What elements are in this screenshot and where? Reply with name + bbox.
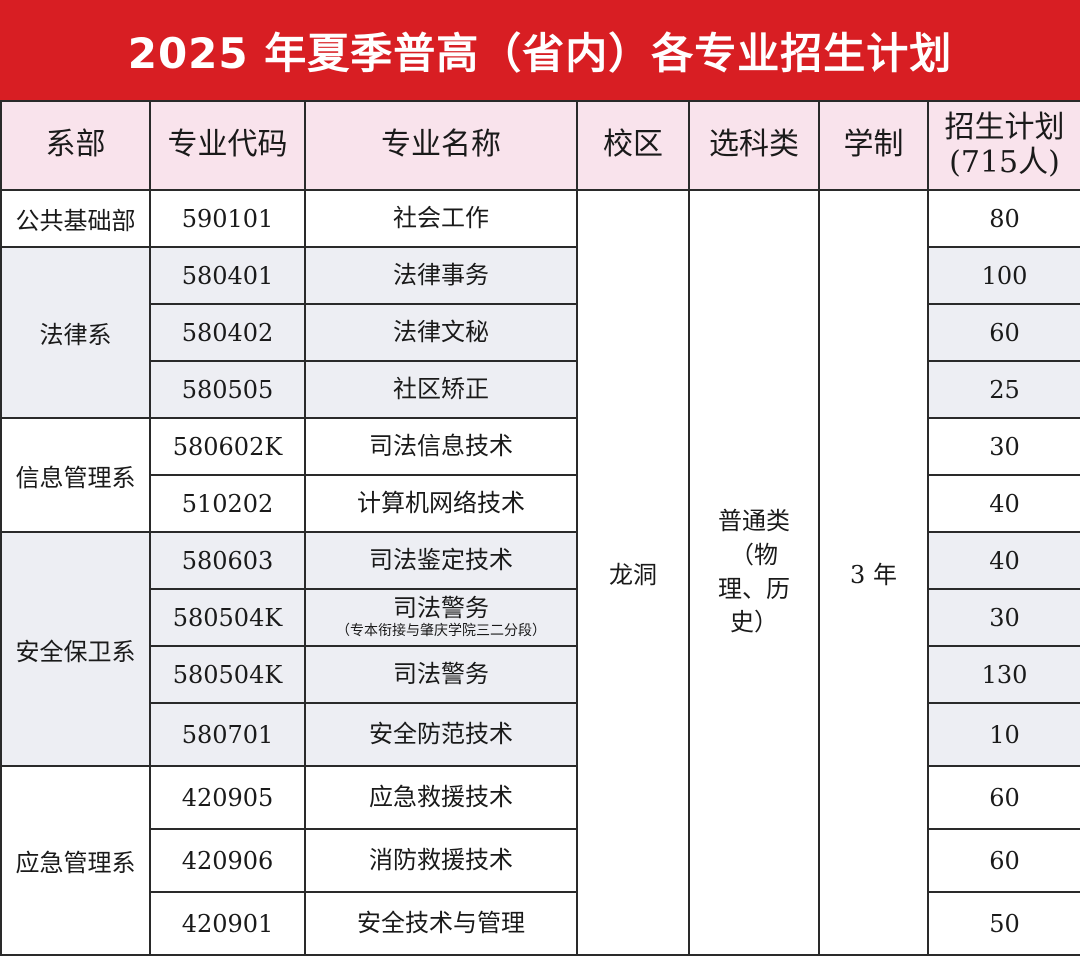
table-row: 580504K 司法警务 （专本衔接与肇庆学院三二分段） 30	[1, 588, 1080, 647]
dept-cell: 安全保卫系	[0, 531, 151, 767]
name-cell: 消防救援技术	[304, 828, 578, 893]
major-name: 计算机网络技术	[357, 489, 525, 518]
header-name: 专业名称	[304, 100, 578, 191]
plan-cell: 40	[927, 531, 1080, 590]
plan-cell: 50	[927, 891, 1080, 956]
major-name: 应急救援技术	[369, 783, 513, 812]
plan-cell: 60	[927, 828, 1080, 893]
major-name: 司法警务	[393, 660, 489, 689]
name-cell: 司法信息技术	[304, 417, 578, 476]
major-name: 司法鉴定技术	[369, 546, 513, 575]
major-name: 司法警务	[393, 593, 489, 622]
header-subject: 选科类	[688, 100, 820, 191]
major-name: 社区矫正	[393, 375, 489, 404]
code-cell: 580505	[149, 360, 306, 419]
title-banner: 2025 年夏季普高（省内）各专业招生计划	[0, 0, 1080, 100]
code-cell: 580602K	[149, 417, 306, 476]
subject-text: 普通类（物理、历史）	[718, 507, 790, 637]
code-cell: 420901	[149, 891, 306, 956]
table-row: 公共基础部 590101 社会工作 龙洞 普通类（物理、历史） 3 年 80	[0, 189, 1080, 956]
code-cell: 580504K	[149, 588, 306, 647]
plan-cell: 40	[927, 474, 1080, 533]
code-cell: 590101	[149, 189, 306, 248]
name-cell: 司法鉴定技术	[304, 531, 578, 590]
table-row: 580504K 司法警务 130	[1, 645, 1080, 704]
major-name: 司法信息技术	[369, 432, 513, 461]
header-row: 系部 专业代码 专业名称 校区 选科类 学制 招生计划 (715人)	[0, 100, 1080, 191]
major-name: 社会工作	[393, 204, 489, 233]
table-row: 580505 社区矫正 25	[1, 360, 1080, 419]
table-row: 580402 法律文秘 60	[1, 303, 1080, 362]
plan-cell: 130	[927, 645, 1080, 704]
table-row: 法律系 580401 法律事务 100	[0, 246, 1080, 419]
code-cell: 420905	[149, 765, 306, 830]
name-cell: 法律文秘	[304, 303, 578, 362]
name-cell: 司法警务	[304, 645, 578, 704]
header-plan-total: (715人)	[949, 144, 1060, 180]
header-plan: 招生计划 (715人)	[927, 100, 1080, 191]
plan-cell: 30	[927, 417, 1080, 476]
code-cell: 420906	[149, 828, 306, 893]
major-note: （专本衔接与肇庆学院三二分段）	[336, 623, 546, 640]
code-cell: 580504K	[149, 645, 306, 704]
plan-cell: 10	[927, 702, 1080, 767]
dept-cell: 信息管理系	[0, 417, 151, 533]
plan-cell: 25	[927, 360, 1080, 419]
dept-cell: 公共基础部	[0, 189, 151, 248]
major-name: 安全技术与管理	[357, 909, 525, 938]
table-row: 420906 消防救援技术 60	[1, 828, 1080, 893]
header-campus: 校区	[576, 100, 690, 191]
name-cell: 安全技术与管理	[304, 891, 578, 956]
plan-cell: 30	[927, 588, 1080, 647]
table-row: 580701 安全防范技术 10	[1, 702, 1080, 767]
plan-cell: 60	[927, 765, 1080, 830]
dept-cell: 法律系	[0, 246, 151, 419]
code-cell: 580701	[149, 702, 306, 767]
major-name: 法律事务	[393, 261, 489, 290]
subject-cell: 普通类（物理、历史）	[688, 189, 820, 956]
table-row: 510202 计算机网络技术 40	[1, 474, 1080, 533]
code-cell: 510202	[149, 474, 306, 533]
table-row: 应急管理系 420905 应急救援技术 60	[0, 765, 1080, 956]
header-dept: 系部	[0, 100, 151, 191]
dept-cell: 应急管理系	[0, 765, 151, 956]
code-cell: 580402	[149, 303, 306, 362]
name-cell: 法律事务	[304, 246, 578, 305]
table-row: 420901 安全技术与管理 50	[1, 891, 1080, 956]
table-row: 安全保卫系 580603 司法鉴定技术 40	[0, 531, 1080, 767]
name-cell: 安全防范技术	[304, 702, 578, 767]
name-cell: 社会工作	[304, 189, 578, 248]
name-cell: 计算机网络技术	[304, 474, 578, 533]
major-name: 安全防范技术	[369, 720, 513, 749]
header-code: 专业代码	[149, 100, 306, 191]
code-cell: 580603	[149, 531, 306, 590]
major-name: 法律文秘	[393, 318, 489, 347]
name-cell: 应急救援技术	[304, 765, 578, 830]
major-name: 消防救援技术	[369, 846, 513, 875]
campus-cell: 龙洞	[576, 189, 690, 956]
enrollment-table: 系部 专业代码 专业名称 校区 选科类 学制 招生计划 (715人) 公共基础部…	[0, 100, 1080, 956]
code-cell: 580401	[149, 246, 306, 305]
plan-cell: 60	[927, 303, 1080, 362]
name-cell: 社区矫正	[304, 360, 578, 419]
header-plan-label: 招生计划	[944, 110, 1065, 145]
duration-cell: 3 年	[818, 189, 929, 956]
plan-cell: 100	[927, 246, 1080, 305]
page-title: 2025 年夏季普高（省内）各专业招生计划	[127, 28, 953, 78]
plan-cell: 80	[927, 189, 1080, 248]
header-duration: 学制	[818, 100, 929, 191]
name-cell: 司法警务 （专本衔接与肇庆学院三二分段）	[304, 588, 578, 647]
